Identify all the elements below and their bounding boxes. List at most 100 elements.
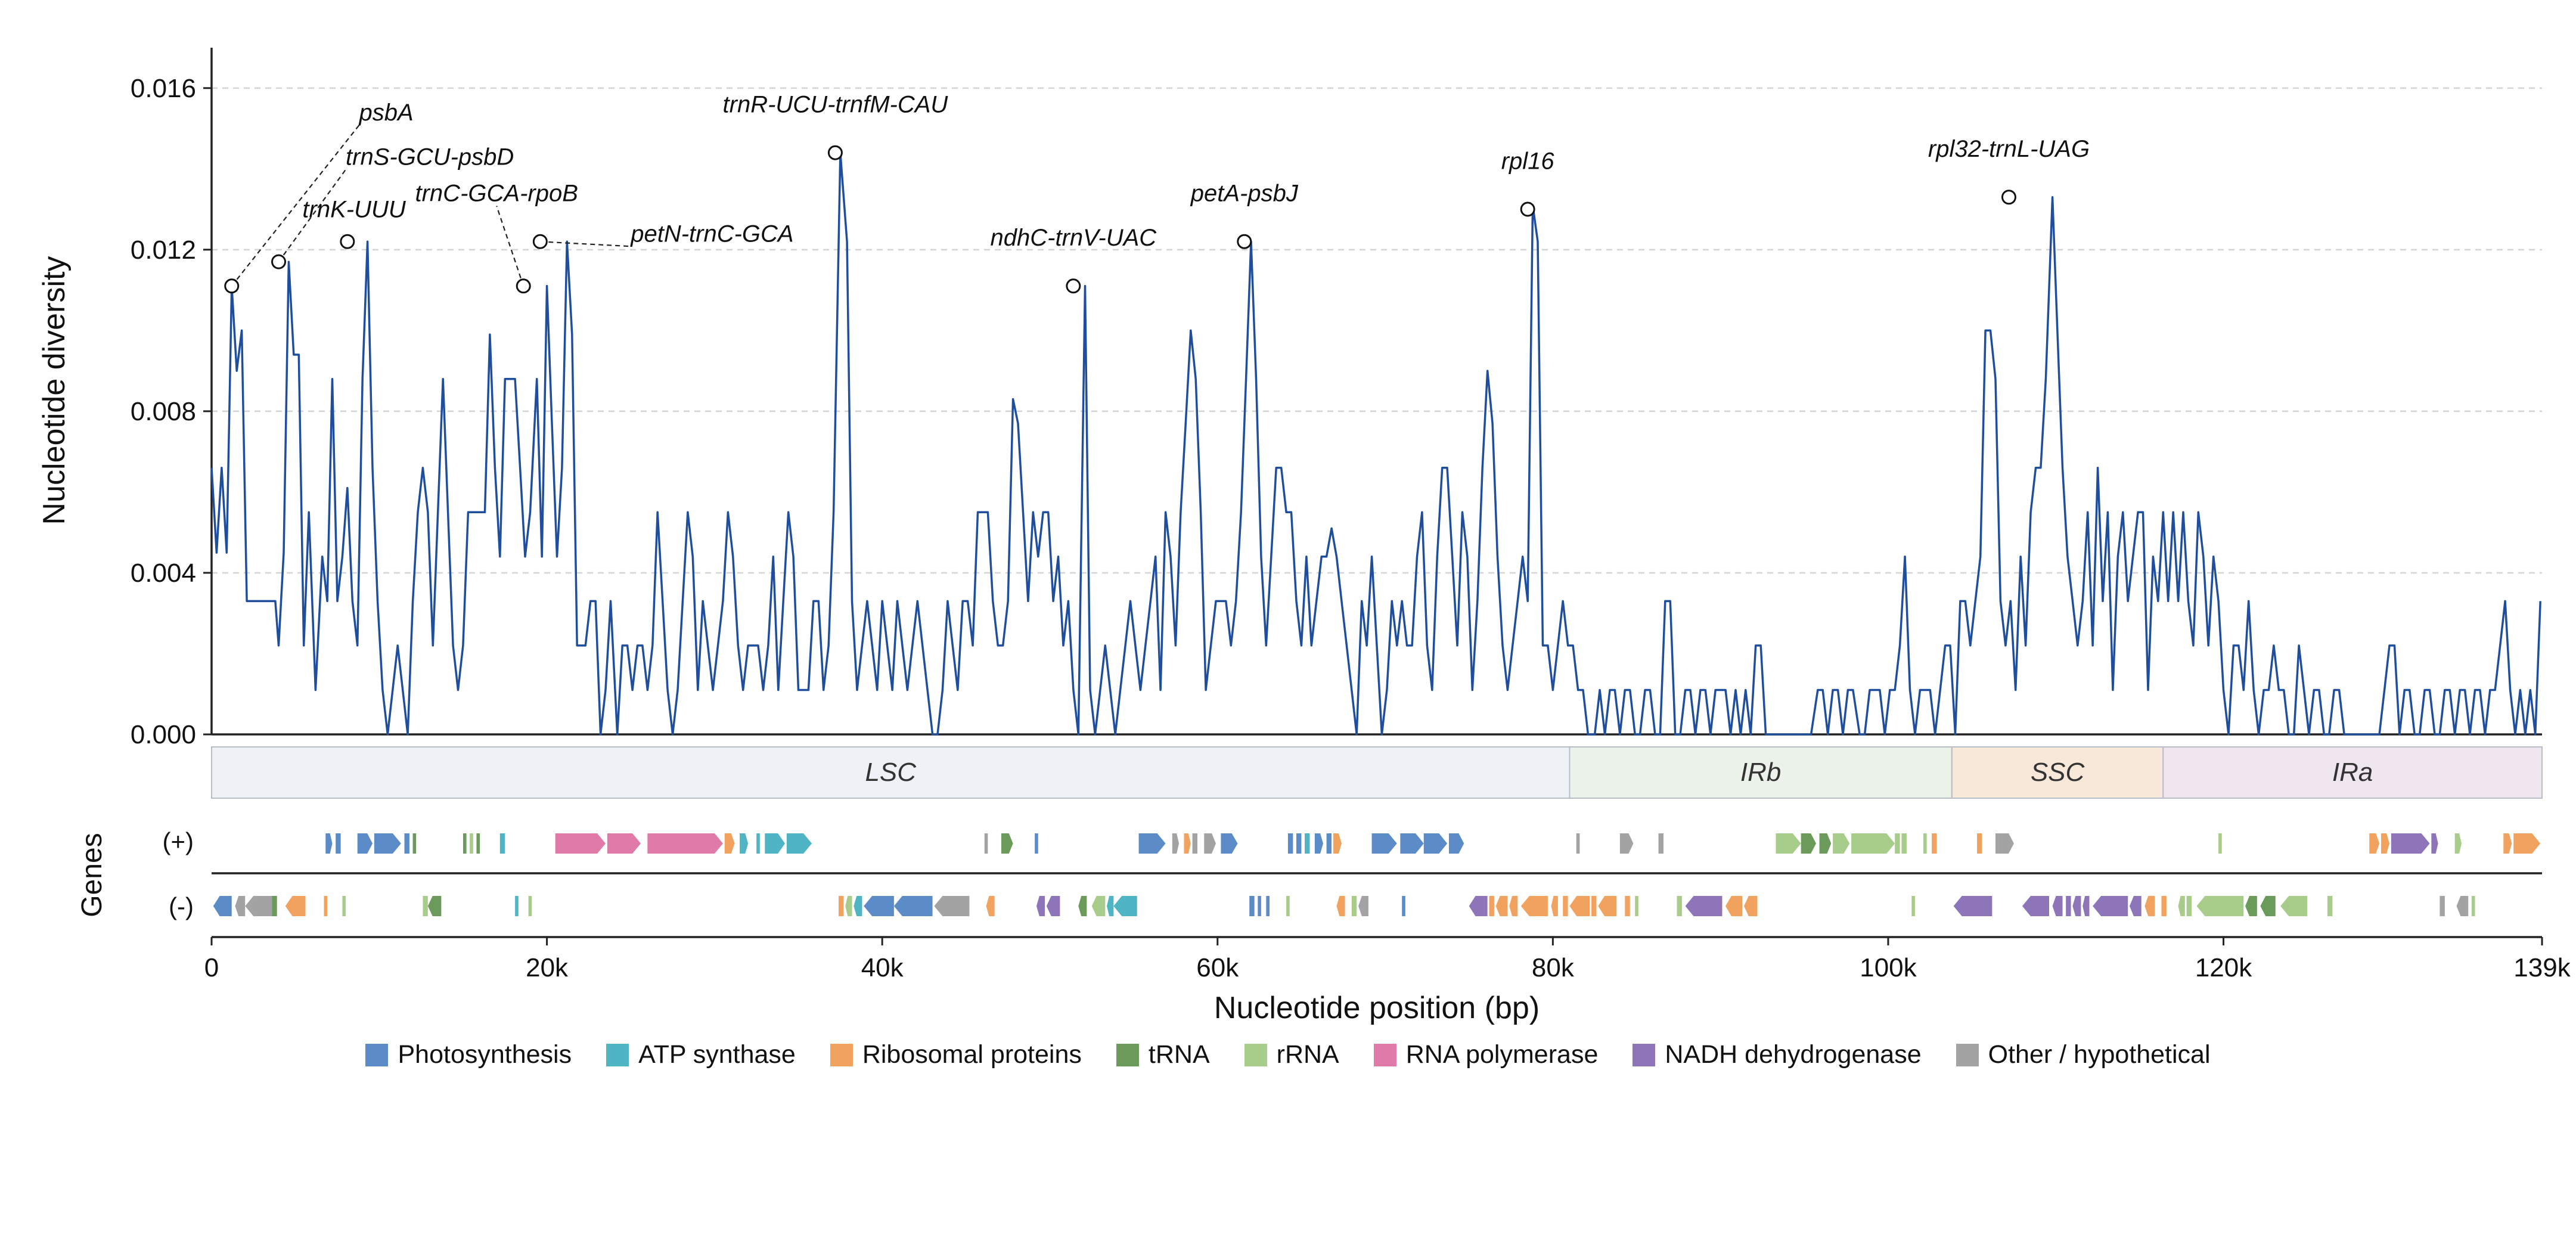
gene-feature — [463, 833, 467, 854]
legend-swatch — [830, 1043, 853, 1066]
peak-marker — [2001, 190, 2016, 205]
gene-feature — [1371, 833, 1397, 854]
gene-feature — [1138, 833, 1166, 854]
y-tick-label: 0.008 — [131, 397, 196, 426]
gene-feature — [1598, 896, 1617, 916]
gene-feature — [1192, 833, 1198, 854]
peak-leader-line — [496, 206, 524, 287]
gene-feature — [213, 896, 232, 916]
x-tick-label: 60k — [1196, 953, 1239, 982]
gene-feature — [1314, 833, 1323, 854]
gene-feature — [2369, 833, 2380, 854]
peak-label: trnR-UCU-trnfM-CAU — [723, 91, 949, 117]
peak-marker — [827, 145, 843, 160]
peak-label: trnS-GCU-psbD — [346, 144, 514, 170]
gene-feature — [2072, 896, 2081, 916]
gene-feature — [854, 896, 862, 916]
gene-feature — [1489, 896, 1494, 916]
peak-leader-line — [231, 125, 360, 287]
legend-swatch — [606, 1043, 629, 1066]
gene-feature — [1036, 896, 1045, 916]
gene-feature — [1625, 896, 1630, 916]
legend-label: RNA polymerase — [1405, 1040, 1599, 1069]
axes — [210, 48, 2542, 938]
gene-feature — [1400, 833, 1424, 854]
region-label: LSC — [865, 758, 917, 787]
peak-marker — [1520, 201, 1535, 217]
peak-label: petA-psbJ — [1190, 181, 1299, 207]
peak-marker — [271, 254, 287, 269]
x-tick-label: 20k — [526, 953, 569, 982]
gene-feature — [2431, 833, 2438, 854]
gene-feature — [740, 833, 749, 854]
gene-feature — [2052, 896, 2063, 916]
gene-feature — [1509, 896, 1518, 916]
gene-feature — [1495, 896, 1508, 916]
gene-feature — [1932, 833, 1937, 854]
peak-marker — [532, 234, 548, 249]
legend-item: RNA polymerase — [1373, 1040, 1599, 1069]
gene-feature — [756, 833, 760, 854]
gene-feature — [934, 896, 970, 916]
peak-annotations: psbA trnS-GCU-psbD trnK-UUU trnC-GCA-rpoB pe… — [224, 91, 2090, 294]
gene-feature — [285, 896, 306, 916]
region-box — [1951, 746, 2164, 799]
gene-feature — [2456, 896, 2469, 916]
gene-feature — [1977, 833, 1982, 854]
legend-item: ATP synthase — [606, 1040, 796, 1069]
gene-feature — [1001, 833, 1013, 854]
gene-feature — [1258, 896, 1261, 916]
genes-axis-title: Genes — [76, 833, 108, 917]
gene-feature — [1078, 896, 1087, 916]
plus-strand-label: (+) — [163, 827, 194, 855]
gene-feature — [1351, 896, 1357, 916]
gene-feature — [1901, 833, 1907, 854]
gene-feature — [412, 833, 417, 854]
gene-feature — [1107, 896, 1114, 916]
gene-feature — [272, 896, 277, 916]
gene-feature — [2178, 896, 2185, 916]
gene-feature — [2454, 833, 2462, 854]
gene-feature — [423, 896, 428, 916]
x-tick-label: 80k — [1532, 953, 1575, 982]
legend: Photosynthesis ATP synthase Ribosomal prot… — [0, 1040, 2576, 1069]
gene-feature — [374, 833, 401, 854]
region-label: IRa — [2332, 758, 2373, 787]
gene-feature — [1998, 833, 2014, 854]
gene-feature — [1658, 833, 1664, 854]
gene-feature — [1685, 896, 1722, 916]
peak-label: trnC-GCA-rpoB — [415, 181, 578, 207]
gene-feature — [1591, 896, 1597, 916]
gene-feature — [1776, 833, 1801, 854]
gene-feature — [1819, 833, 1832, 854]
gene-feature — [1113, 896, 1137, 916]
gene-feature — [1286, 896, 1290, 916]
gene-feature — [1576, 833, 1580, 854]
x-tick-label: 40k — [861, 953, 904, 982]
gene-feature — [235, 896, 246, 916]
gene-feature — [1333, 833, 1342, 854]
gene-feature — [2503, 833, 2512, 854]
gene-feature — [2327, 896, 2333, 916]
legend-swatch — [365, 1043, 389, 1066]
y-tick-label: 0.016 — [131, 74, 196, 103]
legend-item: rRNA — [1244, 1040, 1339, 1069]
legend-label: Ribosomal proteins — [862, 1040, 1082, 1069]
gene-feature — [845, 896, 852, 916]
y-tick-label: 0.012 — [131, 235, 196, 265]
legend-item: Ribosomal proteins — [830, 1040, 1082, 1069]
peak-label: ndhC-trnV-UAC — [991, 225, 1157, 251]
peak-marker — [1237, 234, 1252, 249]
gene-feature — [839, 896, 844, 916]
peak-label: rpl16 — [1501, 148, 1555, 174]
legend-label: tRNA — [1148, 1040, 1210, 1069]
gene-feature — [1551, 896, 1558, 916]
gene-feature — [2280, 896, 2308, 916]
gene-feature — [1635, 896, 1638, 916]
gene-feature — [357, 833, 373, 854]
peak-label: petN-trnC-GCA — [630, 221, 793, 247]
gene-feature — [724, 833, 735, 854]
gene-feature — [2144, 896, 2155, 916]
gene-feature — [1520, 896, 1548, 916]
gene-feature — [2391, 833, 2430, 854]
